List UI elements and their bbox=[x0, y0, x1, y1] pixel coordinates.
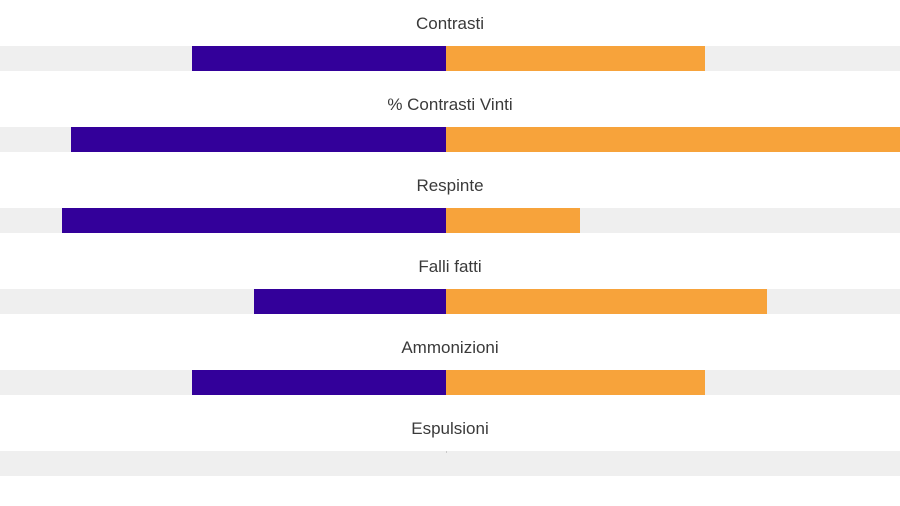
stat-track bbox=[0, 208, 900, 233]
stat-track bbox=[0, 451, 900, 476]
stat-track bbox=[0, 127, 900, 152]
stat-label: Espulsioni bbox=[411, 419, 489, 438]
away-bar bbox=[446, 208, 580, 233]
stat-track bbox=[0, 370, 900, 395]
stat-label: Respinte bbox=[416, 176, 484, 195]
away-bar bbox=[446, 370, 705, 395]
away-bar bbox=[446, 46, 705, 71]
home-bar bbox=[192, 370, 446, 395]
home-bar bbox=[71, 127, 446, 152]
stat-row: Falli fatti bbox=[0, 256, 900, 334]
home-bar bbox=[254, 289, 446, 314]
stat-label: % Contrasti Vinti bbox=[387, 95, 513, 114]
stat-row: Ammonizioni bbox=[0, 337, 900, 415]
stat-label: Falli fatti bbox=[418, 257, 482, 276]
stat-row: Respinte bbox=[0, 175, 900, 253]
stat-row: Contrasti bbox=[0, 13, 900, 91]
stat-track bbox=[0, 46, 900, 71]
stat-label: Contrasti bbox=[415, 14, 485, 33]
home-bar bbox=[62, 208, 446, 233]
stat-row: Espulsioni bbox=[0, 418, 900, 496]
away-bar bbox=[446, 127, 900, 152]
stat-label: Ammonizioni bbox=[401, 338, 499, 357]
stat-row: % Contrasti Vinti bbox=[0, 94, 900, 172]
home-bar bbox=[192, 46, 446, 71]
stat-track bbox=[0, 289, 900, 314]
center-tick bbox=[446, 451, 447, 453]
away-bar bbox=[446, 289, 767, 314]
